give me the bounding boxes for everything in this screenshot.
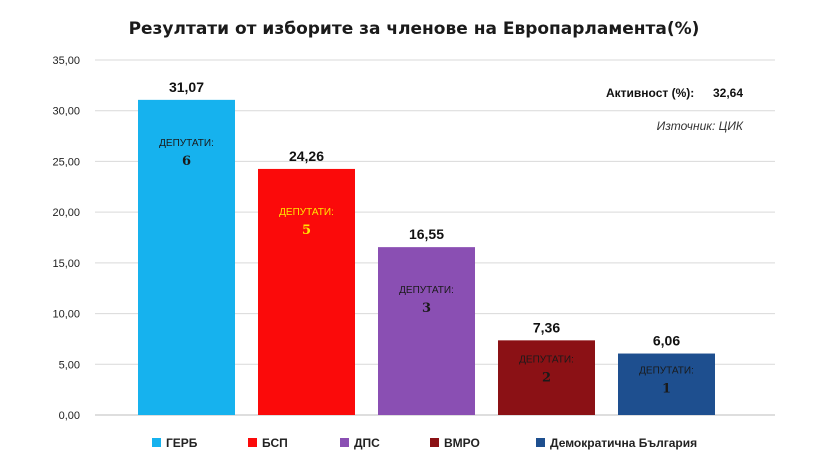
seat-label: ДЕПУТАТИ: <box>279 207 334 218</box>
legend: ГЕРБ БСП ДПС ВМРО Демократична България <box>152 436 697 450</box>
bar-value-label: 6,06 <box>653 333 680 349</box>
y-tick-label: 15,00 <box>52 258 80 270</box>
seat-count: 2 <box>542 371 551 386</box>
y-tick-label: 0,00 <box>59 410 80 422</box>
legend-item: ГЕРБ <box>152 436 198 450</box>
bar-value-label: 16,55 <box>409 226 444 242</box>
bar-value-label: 24,26 <box>289 148 324 164</box>
legend-item: Демократична България <box>536 436 697 450</box>
y-tick-label: 20,00 <box>52 207 80 219</box>
legend-swatch <box>536 438 545 447</box>
source-note: Източник: ЦИК <box>657 119 744 133</box>
seat-count: 3 <box>422 301 431 316</box>
seat-count: 6 <box>182 154 191 169</box>
bars: 31,07 ДЕПУТАТИ: 6 24,26 ДЕПУТАТИ: 5 16,55 ДЕПУТ… <box>138 79 715 416</box>
legend-label: Демократична България <box>550 436 697 450</box>
seat-label: ДЕПУТАТИ: <box>639 366 694 377</box>
legend-label: ДПС <box>354 436 380 450</box>
bar <box>498 340 595 415</box>
seat-label: ДЕПУТАТИ: <box>519 355 574 366</box>
seat-count: 1 <box>662 382 671 397</box>
y-tick-label: 10,00 <box>52 309 80 321</box>
legend-swatch <box>152 438 161 447</box>
bar-group: 31,07 ДЕПУТАТИ: 6 <box>138 79 235 416</box>
bar <box>618 353 715 415</box>
y-tick-label: 35,00 <box>52 55 80 67</box>
seat-label: ДЕПУТАТИ: <box>399 285 454 296</box>
bar-group: 6,06 ДЕПУТАТИ: 1 <box>618 333 715 415</box>
legend-item: ДПС <box>340 436 380 450</box>
bar-group: 7,36 ДЕПУТАТИ: 2 <box>498 319 595 415</box>
turnout-annotation: Активност (%): 32,64 <box>606 86 743 100</box>
y-tick-label: 25,00 <box>52 156 80 168</box>
bar <box>378 247 475 415</box>
legend-label: БСП <box>262 436 288 450</box>
bar <box>138 99 235 416</box>
bar-group: 24,26 ДЕПУТАТИ: 5 <box>258 148 355 415</box>
seat-label: ДЕПУТАТИ: <box>159 138 214 149</box>
turnout-label: Активност (%): <box>606 86 694 100</box>
chart-title: Резултати от изборите за членове на Евро… <box>129 19 700 39</box>
turnout-value: 32,64 <box>713 86 743 100</box>
y-tick-label: 5,00 <box>59 359 80 371</box>
legend-item: БСП <box>248 436 288 450</box>
y-axis-ticks: 0,00 5,00 10,00 15,00 20,00 25,00 30,00 35,00 <box>52 55 80 422</box>
y-tick-label: 30,00 <box>52 106 80 118</box>
bar <box>258 168 355 415</box>
bar-value-label: 7,36 <box>533 319 560 335</box>
legend-label: ГЕРБ <box>166 436 198 450</box>
bar-value-label: 31,07 <box>169 79 204 95</box>
legend-item: ВМРО <box>430 436 480 450</box>
legend-swatch <box>430 438 439 447</box>
legend-label: ВМРО <box>444 436 480 450</box>
seat-count: 5 <box>302 223 311 238</box>
legend-swatch <box>340 438 349 447</box>
legend-swatch <box>248 438 257 447</box>
bar-group: 16,55 ДЕПУТАТИ: 3 <box>378 226 475 415</box>
